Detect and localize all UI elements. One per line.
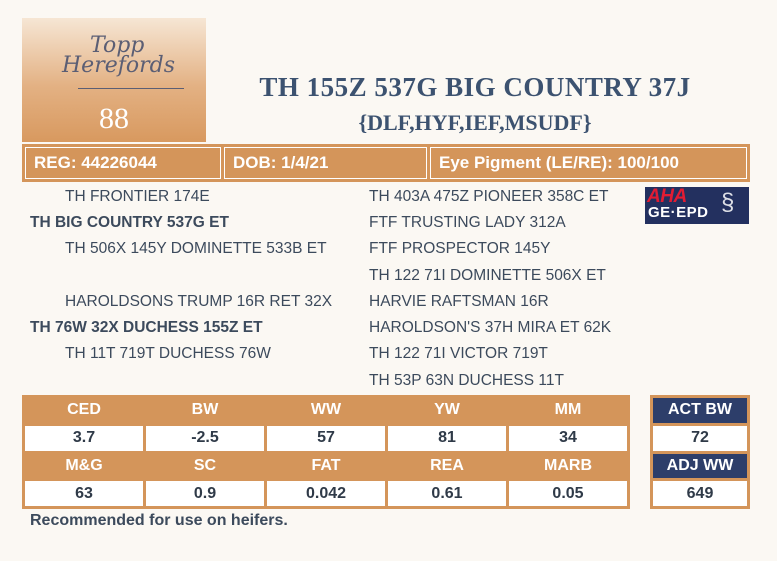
farm-logo: Topp Herefords [62,33,176,78]
pedigree-dam-sire: HAROLDSONS TRUMP 16R RET 32X [65,293,333,310]
act-bw-label: ACT BW [653,398,747,423]
epd-header-rea: REA [388,453,506,479]
epd-value-marb: 0.05 [509,481,627,506]
epd-header-yw: YW [388,398,506,423]
ge-epd-logo-text: GE·EPD [648,204,709,221]
epd-value-mg: 63 [25,481,143,506]
epd-header-ww: WW [267,398,385,423]
epd-table: CED BW WW YW MM 3.7 -2.5 57 81 34 M&G SC… [22,395,630,509]
animal-name: TH 155Z 537G BIG COUNTRY 37J [259,72,691,102]
aha-ge-epd-logo: AHA GE·EPD § [645,187,749,224]
epd-header-mg: M&G [25,453,143,479]
recommendation-note: Recommended for use on heifers. [30,512,288,529]
logo-line-1: Topp [90,33,145,58]
epd-value-ww: 57 [267,425,385,451]
pedigree-sire: TH BIG COUNTRY 537G ET [30,214,229,231]
pedigree-dam-dam: TH 11T 719T DUCHESS 76W [65,345,271,362]
pedigree-right-1: TH 403A 475Z PIONEER 358C ET [369,188,609,205]
epd-value-fat: 0.042 [267,481,385,506]
epd-header-ced: CED [25,398,143,423]
date-of-birth: DOB: 1/4/21 [224,147,427,179]
pedigree-right-7: TH 122 71I VICTOR 719T [369,345,548,362]
pedigree-right-6: HAROLDSON'S 37H MIRA ET 62K [369,319,612,336]
pedigree-right-3: FTF PROSPECTOR 145Y [369,240,551,257]
pedigree-sire-sire: TH FRONTIER 174E [65,188,210,205]
epd-value-ced: 3.7 [25,425,143,451]
epd-header-mm: MM [509,398,627,423]
pedigree-right-8: TH 53P 63N DUCHESS 11T [369,372,564,389]
epd-value-sc: 0.9 [146,481,264,506]
epd-header-sc: SC [146,453,264,479]
aha-logo-text: AHA [647,187,687,207]
pedigree-right-4: TH 122 71I DOMINETTE 506X ET [369,267,606,284]
genetic-status: {DLF,HYF,IEF,MSUDF} [358,110,592,135]
adj-ww-value: 649 [653,481,747,506]
epd-header-marb: MARB [509,453,627,479]
pedigree-right-5: HARVIE RAFTSMAN 16R [369,293,549,310]
weights-table: ACT BW 72 ADJ WW 649 [650,395,750,509]
epd-header-fat: FAT [267,453,385,479]
pedigree-right-2: FTF TRUSTING LADY 312A [369,214,566,231]
epd-value-rea: 0.61 [388,481,506,506]
epd-value-bw: -2.5 [146,425,264,451]
registration-number: REG: 44226044 [25,147,221,179]
adj-ww-label: ADJ WW [653,453,747,479]
logo-panel: Topp Herefords 88 [22,18,206,142]
epd-header-bw: BW [146,398,264,423]
pedigree-sire-dam: TH 506X 145Y DOMINETTE 533B ET [65,240,327,257]
info-bar: REG: 44226044 DOB: 1/4/21 Eye Pigment (L… [22,144,750,182]
epd-value-mm: 34 [509,425,627,451]
lot-number: 88 [99,102,129,135]
dna-helix-icon: § [721,189,735,216]
epd-value-yw: 81 [388,425,506,451]
eye-pigment: Eye Pigment (LE/RE): 100/100 [430,147,747,179]
pedigree-dam: TH 76W 32X DUCHESS 155Z ET [30,319,263,336]
logo-underline [78,88,184,89]
logo-line-2: Herefords [62,53,176,78]
act-bw-value: 72 [653,425,747,451]
